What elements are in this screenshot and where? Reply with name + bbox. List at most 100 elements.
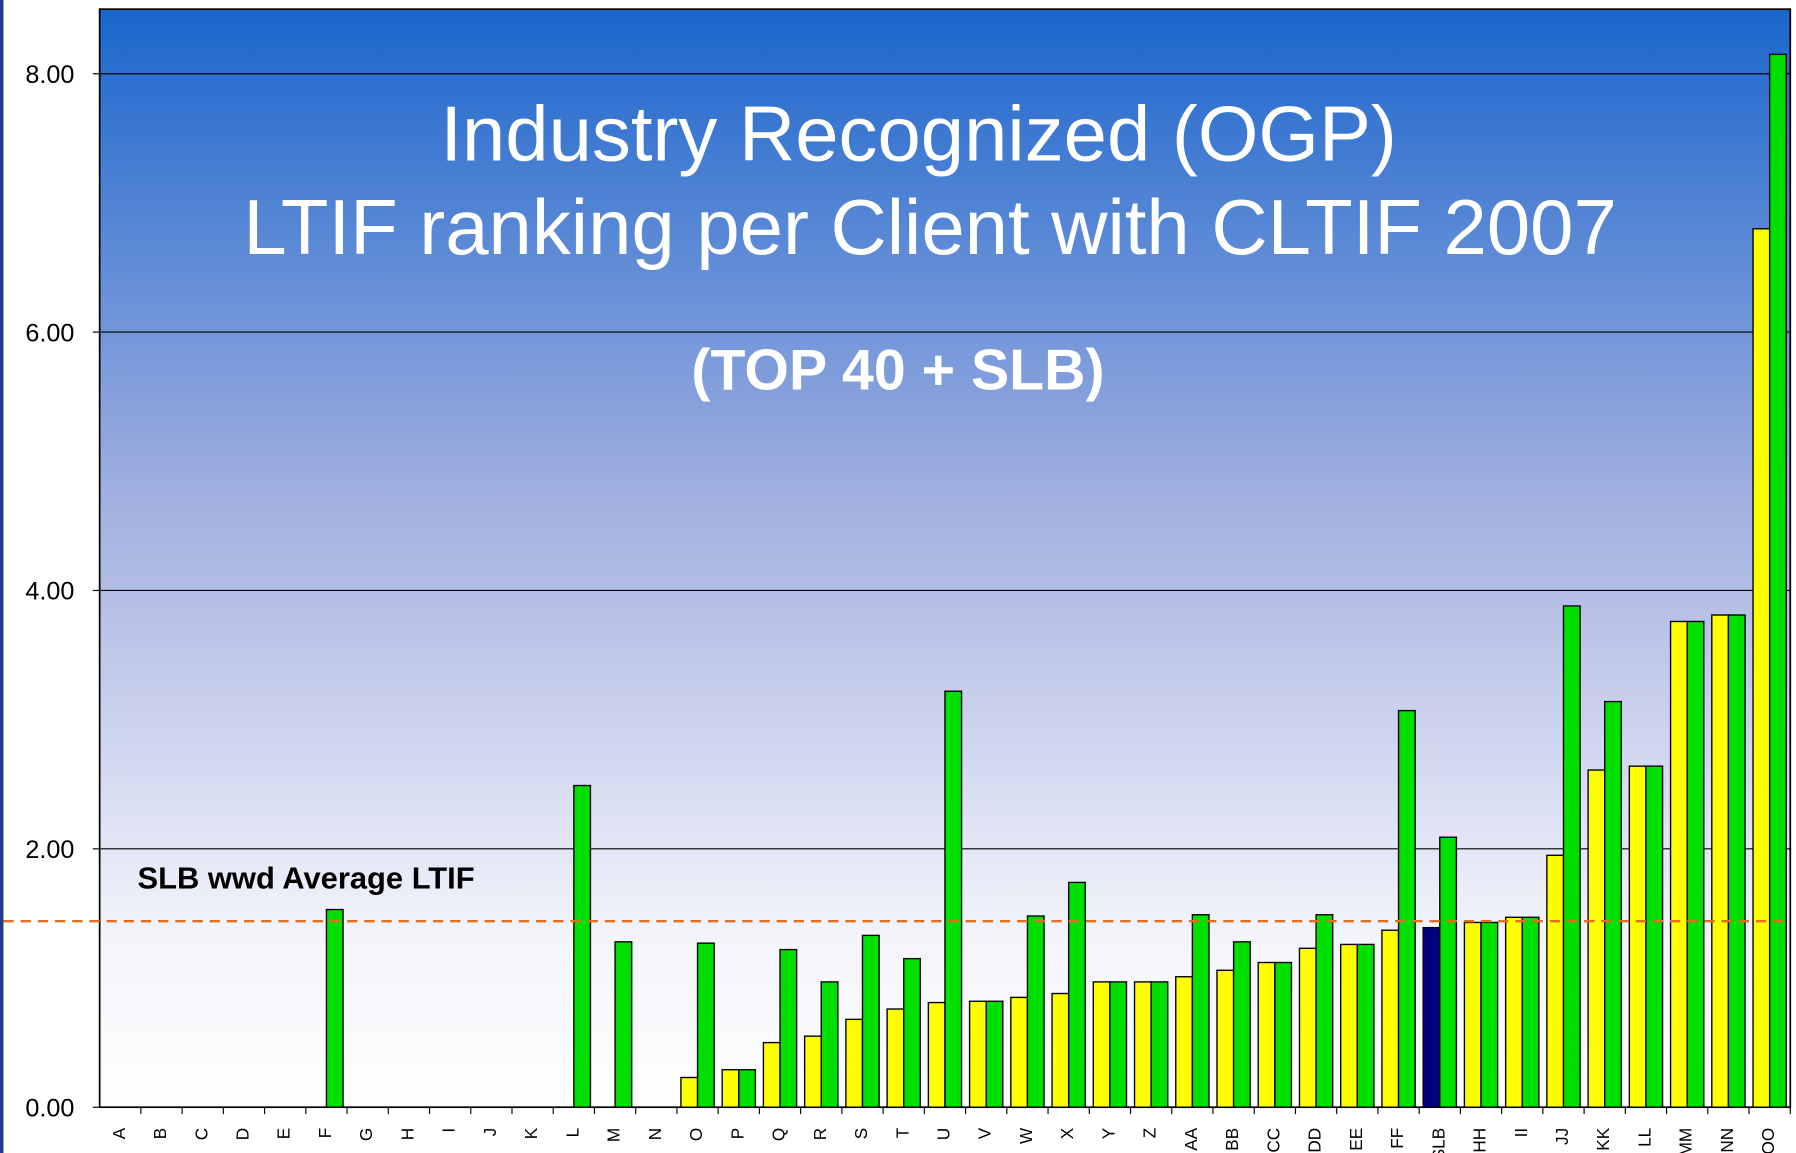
chart-subtitle: (TOP 40 + SLB) [691, 338, 1104, 402]
x-tick-label: K [521, 1127, 541, 1139]
bar [903, 957, 922, 1108]
bar [1191, 914, 1210, 1108]
bar [1546, 854, 1565, 1108]
average-label: SLB wwd Average LTIF [137, 861, 474, 896]
x-tick-label: FF [1387, 1128, 1407, 1149]
bar [1150, 981, 1169, 1108]
x-tick-label: LL [1634, 1128, 1654, 1147]
x-tick-label: M [604, 1128, 624, 1142]
bar [1315, 914, 1334, 1108]
x-tick-label: CC [1263, 1128, 1283, 1153]
x-tick-label: W [1016, 1127, 1036, 1144]
x-tick-label: MM [1676, 1128, 1696, 1153]
bar [1010, 996, 1029, 1108]
x-tick-label: SLB [1428, 1128, 1448, 1153]
bar [1026, 915, 1045, 1108]
bar [886, 1008, 905, 1108]
x-tick-label: R [810, 1128, 830, 1140]
x-tick-label: DD [1305, 1128, 1325, 1153]
bar [1216, 969, 1235, 1108]
x-tick-label: S [851, 1128, 871, 1139]
bar [1133, 981, 1152, 1108]
bar [1727, 614, 1746, 1108]
bar [762, 1041, 781, 1108]
x-tick-label: U [933, 1128, 953, 1140]
bar [1340, 943, 1358, 1108]
x-tick-label: BB [1222, 1128, 1242, 1151]
bar [779, 948, 798, 1108]
x-tick-label: I [439, 1128, 459, 1133]
bars [325, 53, 1787, 1108]
bar [845, 1018, 864, 1108]
bar [1381, 929, 1400, 1108]
x-tick-label: J [480, 1128, 500, 1137]
bar [1628, 765, 1647, 1108]
bar [1397, 709, 1416, 1108]
x-tick-label: T [892, 1127, 912, 1138]
x-tick-label: II [1511, 1128, 1531, 1138]
x-tick-label: G [356, 1128, 376, 1141]
x-tick-label: N [645, 1128, 665, 1140]
y-tick-label: 8.00 [25, 61, 74, 89]
bar [1562, 605, 1581, 1108]
y-tick-label: 6.00 [25, 319, 74, 347]
bar [1439, 836, 1458, 1108]
x-tick-label: OO [1758, 1128, 1778, 1153]
x-tick-label: C [191, 1128, 211, 1140]
bar [1175, 976, 1194, 1108]
x-tick-label: O [686, 1128, 706, 1141]
x-tick-label: Z [1140, 1128, 1160, 1138]
bar [680, 1076, 699, 1108]
bar [1274, 961, 1293, 1108]
x-tick-label: AA [1181, 1127, 1201, 1150]
bar [968, 1000, 987, 1108]
bar [803, 1035, 822, 1108]
chart-title: Industry Recognized (OGP) [440, 90, 1397, 177]
bar [1422, 926, 1441, 1108]
bar [861, 934, 880, 1108]
x-tick-label: H [397, 1128, 417, 1140]
x-tick-label: Q [769, 1128, 789, 1141]
x-tick-label: E [274, 1128, 294, 1139]
bar [1669, 620, 1688, 1108]
bar [985, 1000, 1004, 1108]
bar [1463, 921, 1482, 1108]
bar [1109, 981, 1128, 1108]
bar [738, 1069, 757, 1108]
x-tick-label: L [562, 1128, 582, 1138]
bar [614, 941, 633, 1108]
bar [1521, 916, 1540, 1108]
y-tick-label: 2.00 [25, 836, 74, 864]
x-tick-label: HH [1470, 1128, 1490, 1153]
x-tick-label: F [315, 1128, 335, 1138]
x-tick-label: V [975, 1127, 995, 1139]
y-tick-label: 0.00 [25, 1094, 74, 1122]
bar [1752, 228, 1771, 1108]
bar [820, 981, 839, 1108]
bar [1686, 620, 1705, 1108]
bar [1604, 700, 1623, 1108]
x-tick-label: D [233, 1128, 253, 1140]
bar [573, 784, 592, 1108]
x-tick-label: EE [1346, 1128, 1366, 1151]
x-tick-label: JJ [1552, 1128, 1572, 1145]
bar [1232, 941, 1251, 1108]
x-tick-label: Y [1098, 1127, 1118, 1139]
x-tick-label: B [150, 1128, 170, 1139]
bar [1092, 981, 1111, 1108]
bar [1051, 992, 1070, 1108]
left-border [0, 0, 4, 1153]
bar [1504, 916, 1523, 1108]
x-tick-label: KK [1593, 1127, 1613, 1150]
bar [721, 1069, 740, 1108]
bar [1587, 769, 1606, 1108]
bar [1257, 961, 1276, 1108]
bar [1356, 943, 1375, 1108]
bar [1711, 614, 1730, 1108]
bar [944, 690, 963, 1108]
x-tick-label: P [727, 1128, 747, 1139]
bar [1645, 765, 1664, 1108]
x-tick-label: NN [1717, 1128, 1737, 1153]
